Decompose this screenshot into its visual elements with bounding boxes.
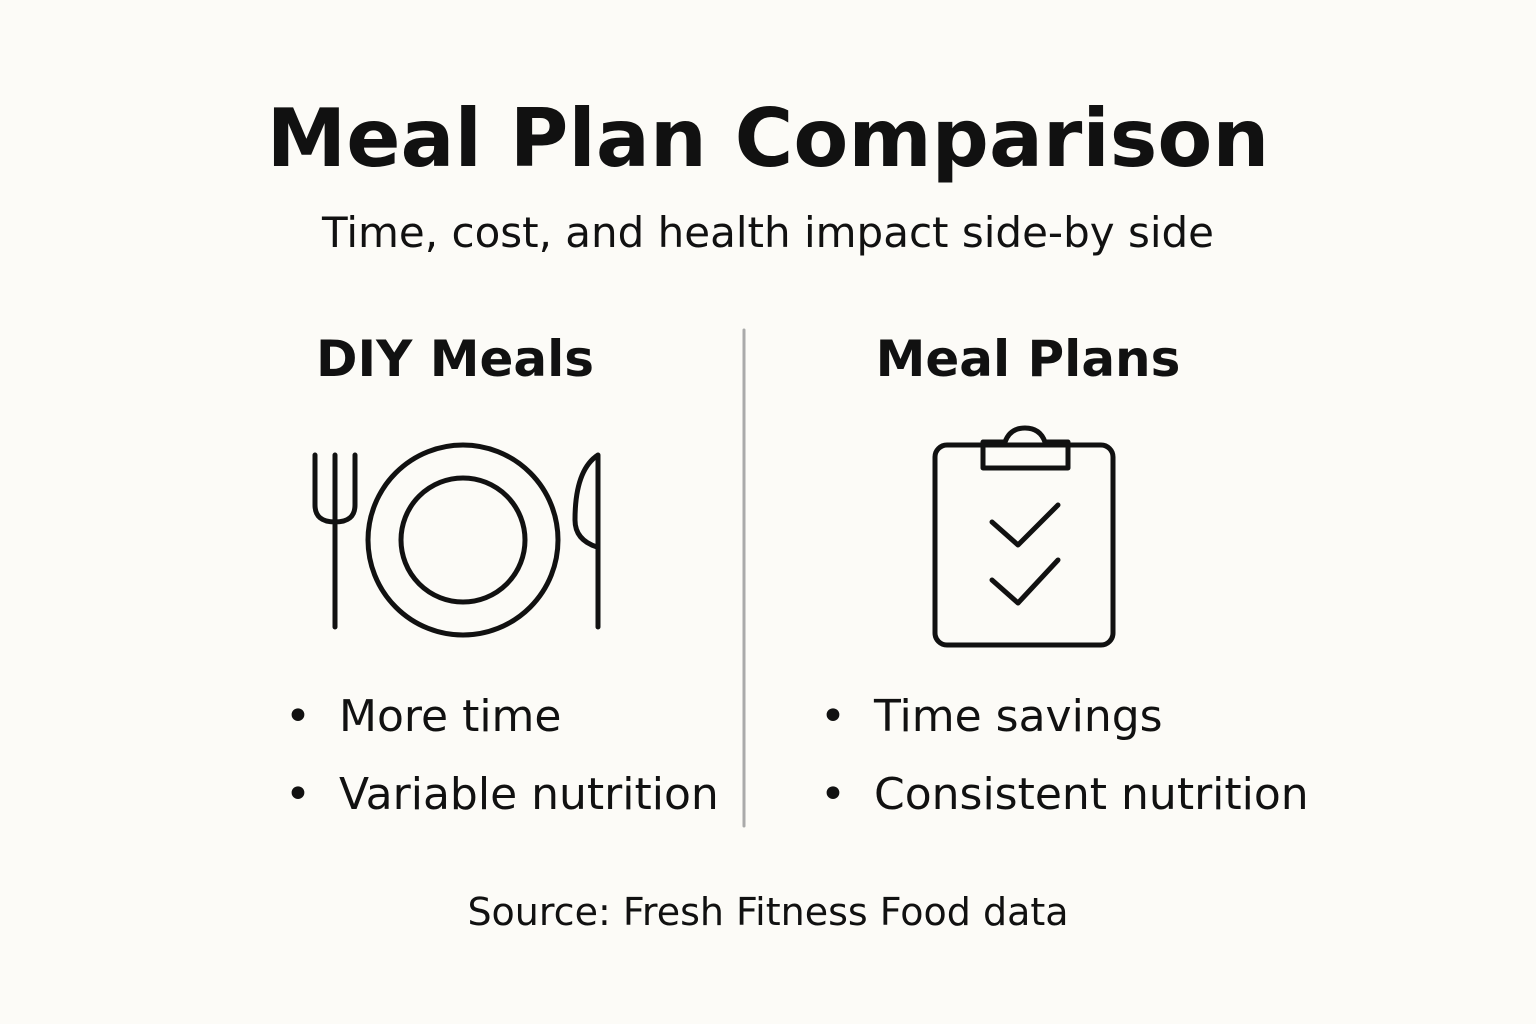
point-list: Time savings Consistent nutrition xyxy=(820,678,1309,834)
point: Time savings xyxy=(820,678,1309,756)
clipboard-icon xyxy=(932,425,1116,648)
source: Source: Fresh Fitness Food data xyxy=(467,890,1069,934)
column-heading: Meal Plans xyxy=(875,330,1181,388)
title: Meal Plan Comparison xyxy=(266,92,1270,185)
plate-icon xyxy=(312,442,601,638)
point: Consistent nutrition xyxy=(820,756,1309,834)
point: More time xyxy=(285,678,719,756)
point: Variable nutrition xyxy=(285,756,719,834)
point-list: More time Variable nutrition xyxy=(285,678,719,834)
column-heading: DIY Meals xyxy=(315,330,595,388)
subtitle: Time, cost, and health impact side-by si… xyxy=(321,208,1214,257)
